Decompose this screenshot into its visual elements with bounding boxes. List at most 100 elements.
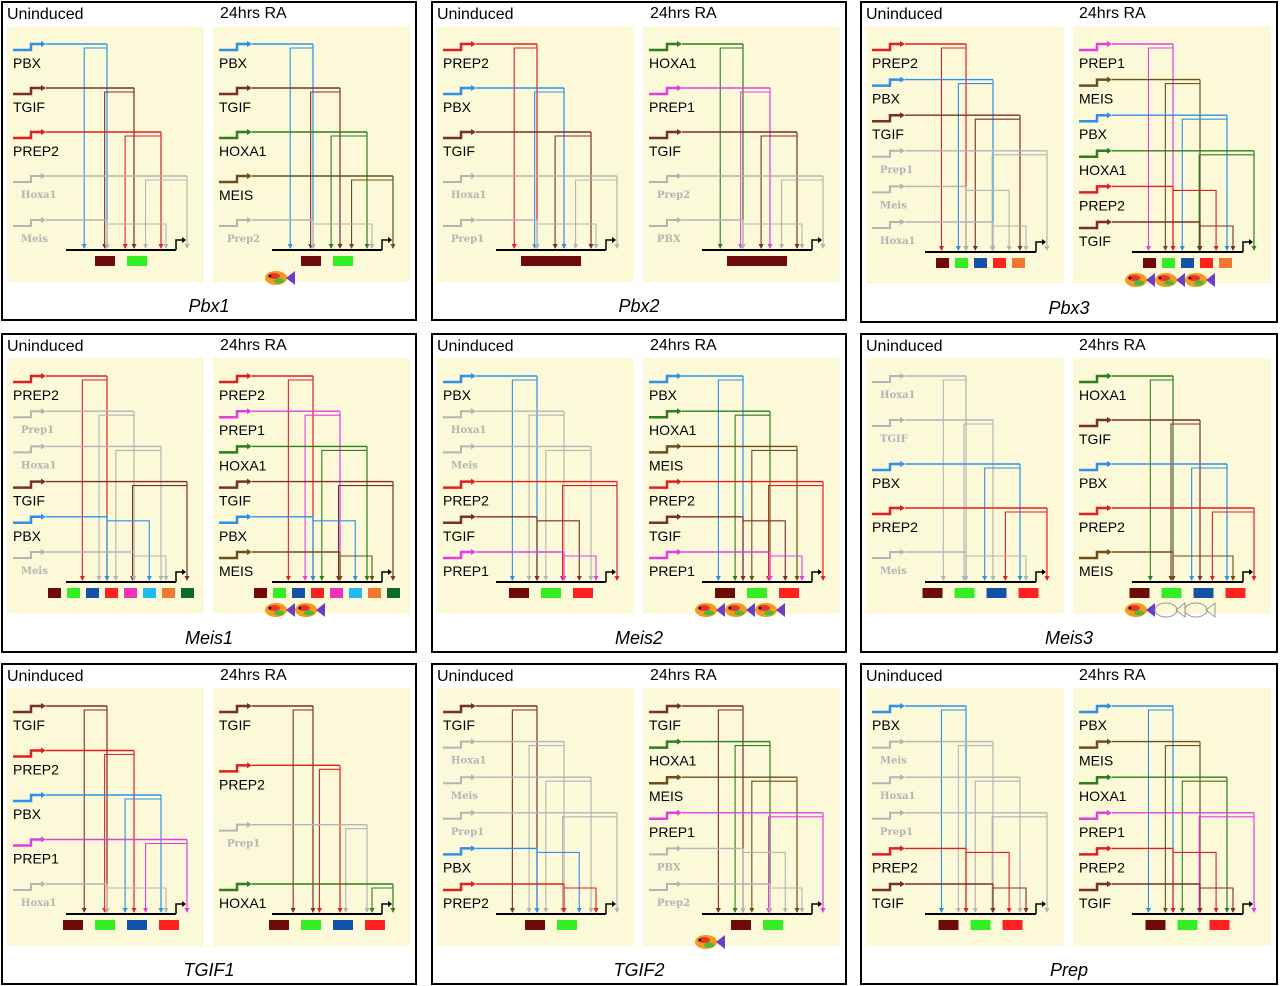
tss-arrowhead: [612, 237, 616, 243]
factor-label: PBX: [443, 99, 472, 115]
target-arrowhead: [1230, 908, 1236, 913]
binding-site-box: [333, 256, 353, 266]
promoter-arrow: [649, 704, 677, 714]
promoter-arrowhead: [900, 112, 905, 119]
promoter-arrow: [219, 86, 247, 96]
gene-name: Prep: [1050, 960, 1088, 980]
promoter-arrow: [219, 174, 247, 184]
target-arrowhead: [940, 576, 946, 581]
target-arrowhead: [820, 576, 826, 581]
ra-label: 24hrs RA: [220, 5, 287, 22]
binding-site-box: [301, 256, 321, 266]
target-arrowhead: [1209, 576, 1215, 581]
panel-background: [1073, 358, 1271, 614]
factor-prep2: Prep2: [649, 173, 826, 249]
target-arrowhead: [184, 576, 190, 581]
target-arrowhead: [122, 244, 128, 249]
target-arrowhead: [364, 908, 370, 913]
tss-arrow: [1242, 571, 1249, 582]
ra-label: 24hrs RA: [650, 5, 717, 22]
factor-target-line: [104, 753, 134, 909]
target-arrowhead: [1179, 246, 1185, 251]
binding-site-box: [936, 258, 949, 268]
factor-prep2: PREP2: [1079, 845, 1219, 913]
fish-body-outline: [1184, 602, 1208, 618]
factor-prep1: Prep1: [872, 809, 1050, 913]
target-arrowhead: [1213, 908, 1219, 913]
factor-target-line: [107, 887, 167, 909]
fish-tail: [746, 603, 755, 617]
promoter-arrowhead: [900, 147, 905, 154]
factor-target-line: [717, 709, 743, 909]
factor-prep1: PREP1: [13, 836, 190, 913]
factor-label: Hoxa1: [880, 236, 916, 247]
factor-target-line: [561, 816, 617, 909]
binding-site-box: [1162, 258, 1175, 268]
target-arrowhead: [349, 244, 355, 249]
factor-pbx: PBX: [649, 845, 788, 913]
factor-prep2: PREP2: [872, 845, 1012, 913]
binding-sites: [731, 920, 783, 930]
target-arrowhead: [390, 244, 396, 249]
factor-label: PREP2: [219, 387, 265, 403]
binding-site-box: [938, 920, 959, 930]
promoter-arrowhead: [900, 417, 905, 423]
binding-site-box: [922, 588, 943, 598]
binding-site-box: [333, 920, 353, 930]
promoter-arrowhead: [1107, 845, 1112, 852]
factor-label: PBX: [872, 91, 901, 107]
promoter-arrowhead: [41, 792, 46, 798]
target-arrowhead: [820, 244, 826, 249]
binding-sites: [715, 588, 799, 598]
factor-prep2: Prep2: [219, 217, 375, 249]
fish-stripe: [758, 605, 770, 611]
factor-label: HOXA1: [649, 753, 697, 769]
promoter-arrow: [219, 130, 247, 140]
target-arrowhead: [982, 576, 988, 581]
factor-target-line: [966, 189, 1010, 247]
target-arrowhead: [552, 244, 558, 249]
target-arrowhead: [573, 244, 579, 249]
binding-site-box: [95, 256, 115, 266]
gene-name: Pbx1: [188, 296, 229, 316]
target-arrowhead: [146, 576, 152, 581]
target-arrowhead: [1224, 576, 1230, 581]
factor-meis: MEIS: [1079, 76, 1203, 251]
fish-belly: [704, 610, 714, 616]
fish-body-outline: [1154, 602, 1178, 618]
factor-tgif: TGIF: [443, 513, 582, 581]
target-arrowhead: [593, 908, 599, 913]
factor-target-line: [304, 414, 340, 577]
target-arrowhead: [1230, 246, 1236, 251]
promoter-arrow: [443, 42, 471, 52]
promoter-arrow: [219, 764, 247, 773]
factor-label: Hoxa1: [451, 190, 487, 201]
promoter-arrowhead: [1107, 505, 1112, 511]
binding-site-box: [181, 588, 194, 598]
promoter-arrow: [872, 419, 900, 427]
panel-uninduced: TGIF Hoxa1 Meis Prep1 PBX PREP2: [437, 688, 634, 946]
factor-target-line: [145, 842, 187, 909]
factor-target-line: [1211, 511, 1254, 577]
binding-site-box: [159, 920, 179, 930]
promoter-arrowhead: [677, 85, 682, 91]
binding-sites: [301, 256, 353, 266]
promoter-arrowhead: [677, 478, 682, 485]
target-arrowhead: [131, 908, 137, 913]
factor-target-line: [81, 379, 107, 577]
factor-hoxa1: HOXA1: [219, 443, 370, 581]
factor-target-line: [717, 379, 743, 577]
promoter-arrowhead: [247, 173, 252, 179]
uninduced-label: Uninduced: [437, 668, 514, 685]
gene-block-meis2: Uninduced 24hrs RA PBX Hoxa1 Meis PREP2 TGIF PR…: [431, 333, 847, 653]
promoter-arrowhead: [1107, 549, 1112, 555]
promoter-arrowhead: [1107, 219, 1112, 225]
promoter-arrow: [219, 219, 247, 227]
factor-target-line: [313, 223, 373, 245]
gene-block-pbx1: Uninduced 24hrs RAPBXTGIFPREP2Hoxa1MeisPB…: [1, 1, 417, 321]
target-arrowhead: [143, 908, 149, 913]
promoter-arrowhead: [471, 549, 476, 555]
factor-label: PBX: [13, 528, 42, 544]
factor-label: TGIF: [1079, 895, 1111, 911]
ra-label: 24hrs RA: [650, 337, 717, 354]
